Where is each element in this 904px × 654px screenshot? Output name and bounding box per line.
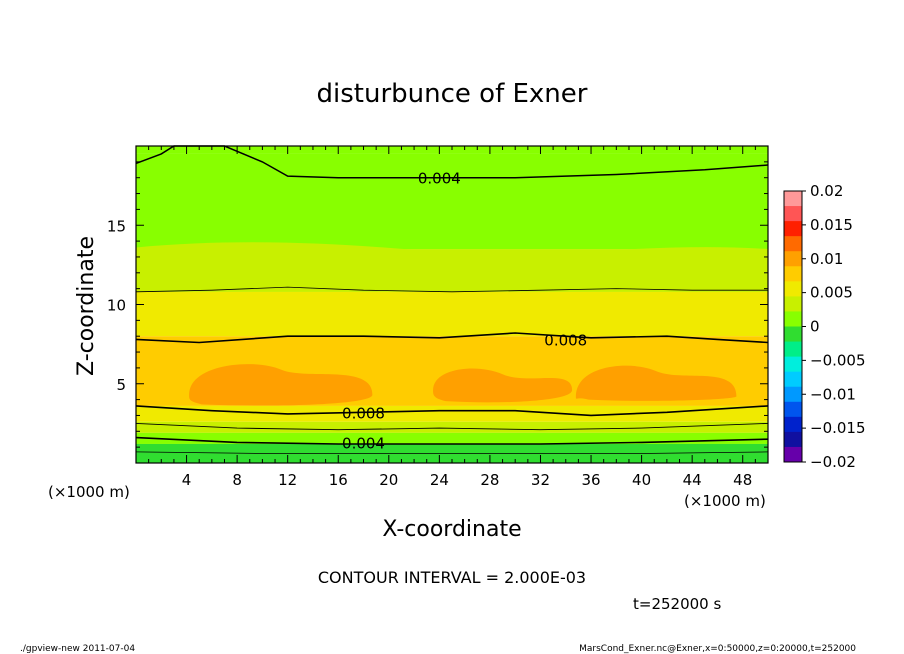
colorbar-swatch: [784, 446, 802, 463]
x-unit-right: (×1000 m): [684, 492, 766, 510]
x-tick-label: 48: [733, 471, 752, 489]
x-tick-label: 24: [430, 471, 449, 489]
x-tick-label: 4: [182, 471, 192, 489]
x-axis-ticks: 4 8 12 16 20 24 28 32 36 40 44 48: [148, 146, 756, 489]
contour-label: 0.008: [544, 331, 587, 349]
x-tick-label: 44: [683, 471, 702, 489]
x-tick-label: 32: [531, 471, 550, 489]
colorbar-swatch: [784, 401, 802, 418]
colorbar: [783, 190, 803, 463]
colorbar-label: 0.02: [810, 182, 843, 200]
y-tick-label: 15: [107, 217, 126, 235]
field-band: [136, 421, 768, 433]
colorbar-labels: 0.02 0.015 0.01 0.005 0 −0.005 −0.01 −0.015 −0.0…: [802, 182, 866, 471]
colorbar-swatch: [784, 221, 802, 237]
colorbar-swatch: [784, 191, 802, 207]
x-tick-label: 8: [232, 471, 242, 489]
contour-line: [135, 405, 769, 417]
colorbar-swatch: [784, 281, 802, 297]
field-band: [136, 153, 768, 250]
x-tick-label: 28: [480, 471, 499, 489]
y-axis-ticks: 5 10 15: [107, 161, 768, 448]
colorbar-swatch: [784, 326, 802, 343]
y-tick-label: 5: [116, 376, 126, 394]
colorbar-label: −0.02: [810, 453, 856, 471]
contour-line: [135, 332, 769, 344]
high-value-blob: [189, 364, 373, 406]
time-note: t=252000 s: [633, 595, 721, 613]
contour-label: 0.008: [342, 404, 385, 422]
colorbar-label: 0.015: [810, 216, 853, 234]
colorbar-swatch: [784, 296, 802, 312]
chart-title: disturbunce of Exner: [317, 79, 588, 109]
colorbar-swatch: [784, 356, 802, 373]
colorbar-label: −0.01: [810, 385, 856, 403]
contour-lines: [135, 145, 769, 454]
field-band: [136, 405, 768, 422]
contour-line: [135, 436, 769, 445]
colorbar-swatch: [784, 371, 802, 388]
x-axis-label: X-coordinate: [382, 517, 521, 542]
contour-line: [135, 422, 769, 431]
colorbar-swatch: [784, 266, 802, 282]
colorbar-swatch: [784, 431, 802, 448]
x-tick-label: 36: [581, 471, 600, 489]
colorbar-swatch: [784, 416, 802, 433]
high-value-blob: [575, 365, 737, 401]
contour-line: [135, 286, 768, 293]
colorbar-swatch: [784, 311, 802, 327]
colorbar-label: −0.005: [810, 351, 866, 369]
colorbar-label: 0.005: [810, 284, 853, 302]
contour-line: [135, 145, 769, 179]
colorbar-swatch: [784, 386, 802, 403]
x-tick-label: 12: [278, 471, 297, 489]
contour-labels: 0.004 0.008 0.008 0.004: [342, 170, 587, 453]
contour-interval-note: CONTOUR INTERVAL = 2.000E-03: [318, 568, 586, 587]
x-tick-label: 20: [379, 471, 398, 489]
colorbar-label: 0.01: [810, 250, 843, 268]
y-axis-label: Z-coordinate: [74, 236, 99, 376]
colorbar-swatch: [784, 341, 802, 358]
colorbar-swatch: [784, 206, 802, 222]
colorbar-label: 0: [810, 318, 820, 336]
x-tick-label: 40: [632, 471, 651, 489]
field-band: [136, 432, 768, 444]
contour-label: 0.004: [342, 434, 385, 452]
contour-label: 0.004: [418, 170, 461, 188]
contour-line: [135, 451, 769, 454]
field-band: [136, 291, 768, 337]
footer-left: ./gpview-new 2011-07-04: [20, 644, 135, 654]
x-tick-label: 16: [329, 471, 348, 489]
y-tick-label: 10: [107, 297, 126, 315]
footer-right: MarsCond_Exner.nc@Exner,x=0:50000,z=0:20…: [579, 644, 856, 654]
colorbar-label: −0.015: [810, 419, 866, 437]
field-fill: [136, 146, 768, 463]
x-unit-left: (×1000 m): [48, 483, 130, 501]
colorbar-swatch: [784, 236, 802, 252]
colorbar-swatch: [784, 251, 802, 267]
field-band-edge: [136, 242, 768, 292]
high-value-blob: [433, 368, 573, 403]
